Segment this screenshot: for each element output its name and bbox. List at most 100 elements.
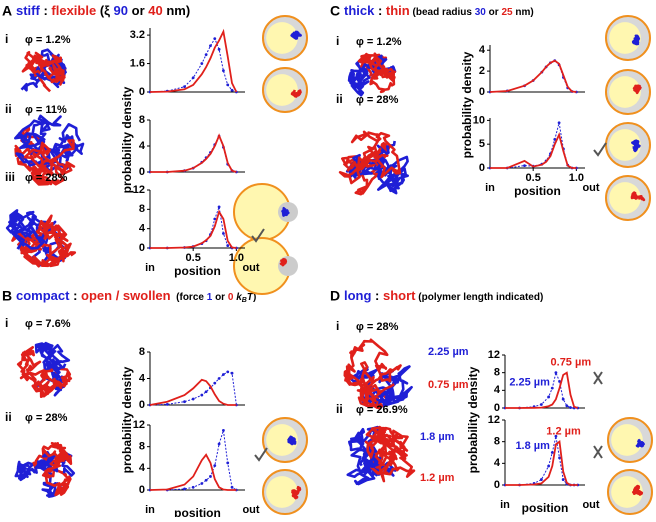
- data-point: [213, 381, 217, 385]
- title-run: or: [212, 292, 228, 303]
- panel-title: compact : open / swollen (force 1 or 0 k…: [16, 288, 256, 303]
- title-run: nm): [513, 7, 534, 18]
- series-label: 1.8 µm: [515, 440, 550, 452]
- volume-fraction: φ = 28%: [356, 321, 399, 333]
- data-point: [191, 76, 195, 80]
- row-numeral: ii: [5, 102, 12, 116]
- series-line: [150, 209, 237, 249]
- title-run: (bead radius: [410, 7, 475, 18]
- title-run: 90: [114, 3, 128, 18]
- polymer: [631, 139, 641, 153]
- title-run: (force: [171, 292, 207, 303]
- data-point: [561, 478, 565, 481]
- row-numeral: i: [336, 319, 339, 333]
- title-run: or: [486, 7, 502, 18]
- data-point: [165, 402, 169, 406]
- title-run: or: [128, 3, 148, 18]
- data-point: [554, 371, 558, 375]
- y-tick-label: 0: [139, 484, 145, 496]
- nucleus: [611, 476, 643, 508]
- y-tick-label: 8: [139, 441, 145, 453]
- polymer: [364, 150, 409, 195]
- polymer: [349, 54, 397, 88]
- nucleus: [609, 22, 641, 54]
- y-axis-label: probability density: [466, 366, 480, 473]
- title-run: :: [371, 288, 383, 303]
- data-point: [213, 37, 217, 41]
- volume-fraction: φ = 1.2%: [25, 34, 71, 46]
- data-point: [550, 451, 554, 454]
- data-point: [226, 461, 230, 465]
- polymer: [632, 84, 642, 95]
- y-tick-label: 0: [139, 242, 145, 254]
- series-line: [505, 440, 578, 486]
- panel-letter: A: [2, 3, 12, 19]
- data-point: [191, 485, 195, 489]
- polymer: [345, 140, 409, 191]
- x-tick-label: 0.5: [186, 252, 201, 264]
- title-run: stiff: [16, 3, 41, 18]
- title-run: thin: [386, 3, 410, 18]
- y-tick-label: 0: [139, 166, 145, 178]
- data-point: [209, 44, 212, 48]
- data-point: [523, 164, 526, 168]
- x-end-label: out: [582, 499, 599, 511]
- series-line: [150, 430, 237, 491]
- panel-title: long : short (polymer length indicated): [344, 288, 543, 303]
- panel-letter: C: [330, 3, 340, 19]
- y-tick-label: 8: [139, 346, 145, 358]
- check-mark: [254, 447, 268, 462]
- series-line: [490, 132, 577, 169]
- data-point: [183, 85, 186, 89]
- panel-title: stiff : flexible (ξ 90 or 40 nm): [16, 3, 190, 18]
- series-line: [149, 453, 237, 491]
- volume-fraction: φ = 28%: [356, 94, 399, 106]
- title-run: 25: [501, 7, 513, 18]
- data-point: [213, 217, 217, 221]
- nucleus: [266, 74, 298, 106]
- title-run: 0: [228, 292, 234, 303]
- polymer: [356, 361, 402, 409]
- polymer: [21, 51, 66, 82]
- data-point: [200, 393, 204, 397]
- nucleus: [609, 129, 641, 161]
- data-point: [557, 121, 561, 125]
- data-point: [547, 464, 551, 468]
- x-tick-label: 1.0: [569, 172, 584, 184]
- y-tick-label: 0: [139, 86, 145, 98]
- x-end-label: out: [242, 262, 259, 274]
- data-point: [539, 403, 543, 406]
- data-point: [550, 386, 554, 390]
- y-tick-label: 2: [479, 65, 485, 77]
- data-point: [553, 138, 557, 141]
- volume-fraction: φ = 28%: [25, 172, 68, 184]
- title-run: 30: [475, 7, 487, 18]
- x-end-label: out: [582, 182, 599, 194]
- data-point: [217, 377, 221, 380]
- title-run: B: [242, 297, 247, 304]
- title-run: open / swollen: [81, 288, 171, 303]
- x-end-label: in: [485, 182, 495, 194]
- polymer: [290, 89, 302, 98]
- x-axis-label: position: [174, 264, 221, 278]
- series-line: [490, 122, 577, 169]
- nucleus: [266, 476, 298, 508]
- x-axis-label: position: [174, 506, 221, 517]
- nucleus: [611, 424, 643, 456]
- cross-mark: [593, 371, 603, 385]
- series-line: [489, 59, 577, 93]
- y-tick-label: 8: [494, 367, 500, 379]
- x-end-label: out: [242, 504, 259, 516]
- volume-fraction: φ = 11%: [25, 104, 67, 116]
- polymer: [358, 53, 397, 94]
- polymer: [364, 425, 416, 478]
- polymer: [5, 209, 48, 250]
- y-tick-label: 0: [479, 86, 485, 98]
- polymer: [630, 191, 646, 202]
- y-tick-label: 12: [133, 419, 145, 431]
- title-run: compact: [16, 288, 70, 303]
- x-tick-label: 0.5: [526, 172, 541, 184]
- polymer: [281, 207, 290, 217]
- series-line: [150, 135, 237, 173]
- nucleus: [266, 22, 298, 54]
